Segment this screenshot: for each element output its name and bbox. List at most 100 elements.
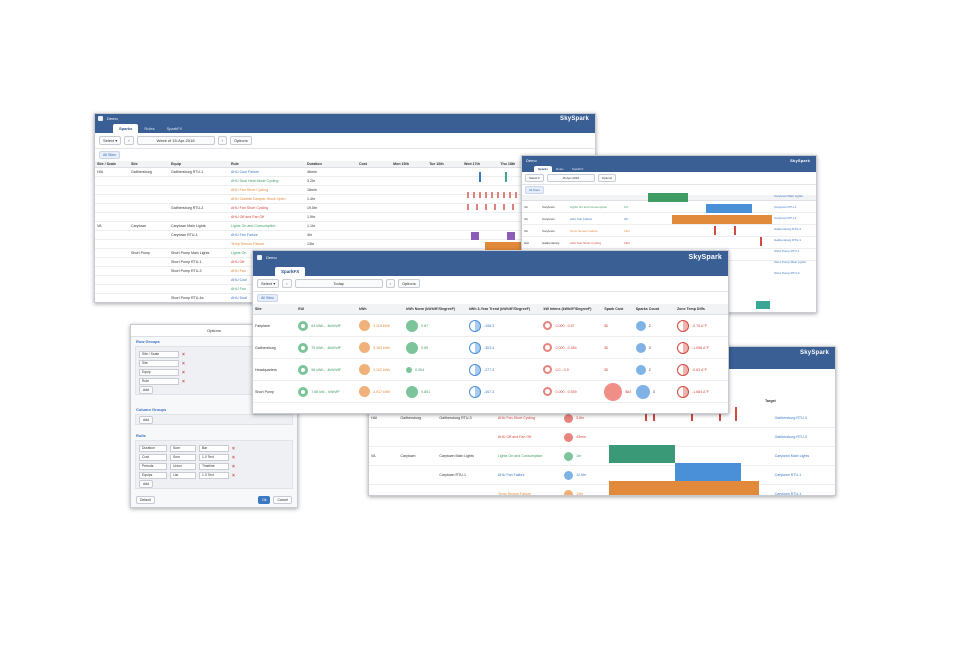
rule-link[interactable]: Temp Sensor Failure bbox=[231, 242, 265, 246]
table-row[interactable]: VA Carytown Lights On and Consumption 1hr bbox=[522, 201, 816, 213]
rule-link[interactable]: AHU Outside Damper Stuck Open bbox=[231, 197, 286, 201]
target-link[interactable]: Gaithersburg RTU-3 bbox=[774, 227, 801, 231]
default-button[interactable]: Default bbox=[136, 496, 155, 504]
tab-rules[interactable]: Rules bbox=[144, 126, 155, 131]
select-button[interactable]: Select ▾ bbox=[525, 174, 544, 182]
col-kw-intens[interactable]: kW Intens (kWh/ft²/DegreeF) bbox=[543, 307, 592, 311]
prev-period-button[interactable]: ‹ bbox=[124, 136, 134, 145]
table-row[interactable]: VA Carytown Carytown Main Lights Lights On … bbox=[95, 222, 595, 231]
roll-format-select[interactable]: 1.0 Text bbox=[199, 472, 229, 479]
kpi-row[interactable]: Short Pump 7.68 kW... kWh/ft² 4,017 kWh 0.8… bbox=[253, 381, 728, 403]
table-row[interactable]: Gaithersburg RTU-3 AHU Fan Short Cycling 1… bbox=[95, 204, 595, 213]
col-rule[interactable]: Rule bbox=[231, 162, 239, 166]
table-row[interactable]: Short Pump RTU-4a AHU Dual bbox=[95, 294, 595, 302]
ok-button[interactable]: Ok bbox=[258, 496, 271, 504]
target-link[interactable]: Carytown RTU-1 bbox=[774, 205, 797, 209]
add-column-group-button[interactable]: Add bbox=[139, 416, 154, 424]
rule-link[interactable]: AHU Fan Failure bbox=[570, 216, 593, 221]
remove-icon[interactable]: × bbox=[182, 360, 185, 367]
roll-agg-select[interactable]: Union bbox=[170, 463, 196, 470]
period-field[interactable]: Week of 15-Apr-2018 bbox=[136, 136, 215, 145]
spark-mark[interactable] bbox=[653, 407, 655, 421]
table-row[interactable]: AHU Off and Fan Off 1.9hr bbox=[95, 213, 595, 222]
kpi-row[interactable]: Gaithersburg 79 kWh... 4kWh/ft² 3,183 kWh 0… bbox=[253, 337, 728, 359]
col-kwh-norm[interactable]: kWh Norm (kWh/ft²/DegreeF) bbox=[406, 307, 456, 311]
spark-mark[interactable] bbox=[706, 204, 752, 213]
spark-mark[interactable] bbox=[714, 226, 716, 235]
rule-link[interactable]: AHU Cool bbox=[231, 278, 247, 282]
roll-format-select[interactable]: 1.0 Text bbox=[199, 454, 229, 461]
spark-mark[interactable] bbox=[471, 232, 479, 240]
spark-mark[interactable] bbox=[734, 226, 736, 235]
options-button[interactable]: Options bbox=[229, 136, 252, 145]
rule-link[interactable]: AHU Fan Short Cycling bbox=[570, 240, 602, 245]
row-group-select[interactable]: Rule bbox=[139, 378, 179, 385]
roll-agg-select[interactable]: Sum bbox=[170, 445, 196, 452]
options-button[interactable]: Options bbox=[597, 174, 617, 182]
target-link[interactable]: Gaithersburg RTU-3 bbox=[774, 416, 807, 420]
rule-link[interactable]: AHU Fan Failure bbox=[497, 473, 525, 477]
rule-link[interactable]: AHU Fan Short Cycling bbox=[497, 416, 536, 420]
rule-link[interactable]: Lights On and Consumption bbox=[570, 204, 608, 209]
target-link[interactable]: Carytown Main Lights bbox=[774, 454, 810, 458]
table-row[interactable]: Temp Sensor Failure 13hr Carytown RTU-1 bbox=[369, 485, 835, 496]
rule-link[interactable]: AHU Fan bbox=[231, 269, 246, 273]
table-row[interactable]: Carytown RTU-1 AHU Fan Failure 12.6hr Caryt… bbox=[369, 466, 835, 485]
kpi-row[interactable]: Fairplane 64 kWh... 4kWh/ft² 3,118 kWh 0.87… bbox=[253, 315, 728, 337]
target-link[interactable]: Short Pump RTU-1 bbox=[774, 249, 800, 253]
col-duration[interactable]: Duration bbox=[307, 162, 322, 166]
tab-sparks[interactable]: Sparks bbox=[534, 166, 553, 172]
table-row[interactable]: Carytown RTU-1 AHU Fan Failure 4hr bbox=[95, 231, 595, 240]
target-link[interactable]: Carytown RTU-3 bbox=[774, 216, 797, 220]
col-spark-cost[interactable]: Spark Cost bbox=[604, 307, 624, 311]
spark-mark[interactable] bbox=[719, 407, 721, 421]
remove-icon[interactable]: × bbox=[232, 472, 235, 479]
tab-sparks[interactable]: Sparks bbox=[113, 124, 139, 133]
roll-name-select[interactable]: Periods bbox=[139, 463, 167, 470]
table-row[interactable]: AHU Off and Fan Off 43min Gaithersburg RTU… bbox=[369, 428, 835, 447]
select-button[interactable]: Select ▾ bbox=[257, 279, 280, 288]
table-row[interactable]: Temp Sensor Failure 13hr bbox=[95, 240, 595, 249]
select-button[interactable]: Select ▾ bbox=[99, 136, 122, 145]
col-sparks-count[interactable]: Sparks Count bbox=[635, 307, 660, 311]
add-row-group-button[interactable]: Add bbox=[139, 386, 154, 394]
col-site[interactable]: Site bbox=[131, 162, 138, 166]
kpi-row[interactable]: Headquarters 56 kWh... 4kWh/ft² 3,102 kWh 0… bbox=[253, 359, 728, 381]
cancel-button[interactable]: Cancel bbox=[273, 496, 292, 504]
table-row[interactable]: AHU Dual Heat Mode Cycling 3.2hr bbox=[95, 177, 595, 186]
rule-link[interactable]: AHU Dual bbox=[231, 296, 247, 300]
table-row[interactable]: HAI Gaithersburg AHU Fan Short Cycling 19hr bbox=[522, 237, 816, 249]
all-sites-filter[interactable]: All Sites bbox=[525, 186, 544, 194]
spark-mark[interactable] bbox=[735, 407, 737, 421]
spark-mark[interactable] bbox=[645, 407, 647, 421]
target-link[interactable]: Carytown Main Lights bbox=[774, 194, 803, 198]
all-sites-filter[interactable]: All Sites bbox=[257, 294, 278, 302]
col-equip[interactable]: Equip bbox=[171, 162, 181, 166]
roll-agg-select[interactable]: Sum bbox=[170, 454, 196, 461]
rule-link[interactable]: AHU Fan Short Cycling bbox=[231, 188, 269, 192]
col-cost[interactable]: Cost bbox=[359, 162, 367, 166]
options-button[interactable]: Options bbox=[397, 279, 420, 288]
target-link[interactable]: Carytown RTU-1 bbox=[774, 473, 802, 477]
rule-link[interactable]: Temp Sensor Failure bbox=[497, 492, 532, 496]
rule-link[interactable]: AHU Cool Failure bbox=[231, 170, 259, 174]
remove-icon[interactable]: × bbox=[232, 463, 235, 470]
rule-link[interactable]: AHU Fan Failure bbox=[231, 233, 258, 237]
app-menu-icon[interactable] bbox=[98, 116, 103, 121]
roll-name-select[interactable]: Duration bbox=[139, 445, 167, 452]
col-site-scale[interactable]: Site / Scale bbox=[97, 162, 116, 166]
tab-sparkfx[interactable]: SparkFX bbox=[571, 167, 584, 171]
roll-name-select[interactable]: Cost bbox=[139, 454, 167, 461]
table-row[interactable]: AHU Fan Short Cycling 18min bbox=[95, 186, 595, 195]
remove-icon[interactable]: × bbox=[182, 378, 185, 385]
all-sites-filter[interactable]: All Sites bbox=[99, 151, 120, 159]
app-menu-icon[interactable] bbox=[257, 255, 262, 260]
col-site[interactable]: Site bbox=[255, 307, 262, 311]
prev-period-button[interactable]: ‹ bbox=[282, 279, 292, 288]
table-row[interactable]: HAI Gaithersburg Gaithersburg RTU-3 AHU Fan… bbox=[369, 409, 835, 428]
spark-mark[interactable] bbox=[505, 172, 507, 182]
next-period-button[interactable]: › bbox=[385, 279, 395, 288]
target-link[interactable]: Short Pump RTU-3 bbox=[774, 271, 800, 275]
rule-link[interactable]: Lights On and Consumption bbox=[231, 224, 276, 228]
period-field[interactable]: 15-Apr-2018 bbox=[546, 174, 595, 182]
